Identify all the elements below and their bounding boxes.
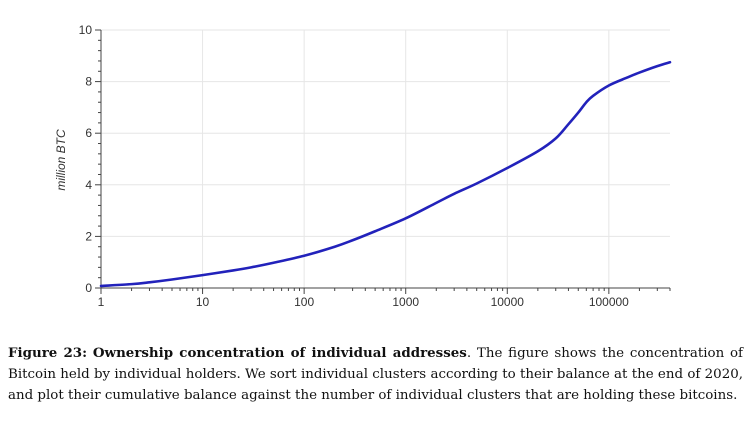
x-tick-label: 10 bbox=[196, 295, 210, 309]
chart-svg: 0 2 4 6 8 10 1 10 100 1000 10000 100000 million BTC bbox=[54, 23, 672, 309]
x-tick-label: 100 bbox=[294, 295, 314, 309]
series bbox=[99, 60, 672, 288]
x-tick-label: 1 bbox=[98, 295, 105, 309]
y-tick-label: 0 bbox=[85, 281, 92, 295]
caption-title: Ownership concentration of individual ad… bbox=[92, 345, 467, 361]
x-tick-label: 10000 bbox=[491, 295, 525, 309]
x-tick-label: 100000 bbox=[589, 295, 629, 309]
y-tick-label: 2 bbox=[85, 229, 92, 243]
caption-label: Figure 23: bbox=[8, 345, 88, 361]
grid bbox=[101, 29, 670, 288]
x-tick-label: 1000 bbox=[392, 295, 419, 309]
y-tick-label: 10 bbox=[79, 23, 93, 37]
caption-body: . The figure shows the concentration of … bbox=[8, 346, 744, 403]
axes bbox=[100, 30, 670, 289]
figure-caption: Figure 23: Ownership concentration of in… bbox=[8, 343, 743, 406]
series-line bbox=[99, 60, 672, 288]
y-tick-label: 8 bbox=[85, 75, 92, 89]
ticks: 0 2 4 6 8 10 1 10 100 1000 10000 100000 bbox=[79, 23, 671, 309]
y-axis-title: million BTC bbox=[54, 129, 68, 191]
y-tick-label: 6 bbox=[85, 126, 92, 140]
chart: 0 2 4 6 8 10 1 10 100 1000 10000 100000 million BTC bbox=[54, 23, 672, 309]
y-tick-label: 4 bbox=[85, 178, 92, 192]
